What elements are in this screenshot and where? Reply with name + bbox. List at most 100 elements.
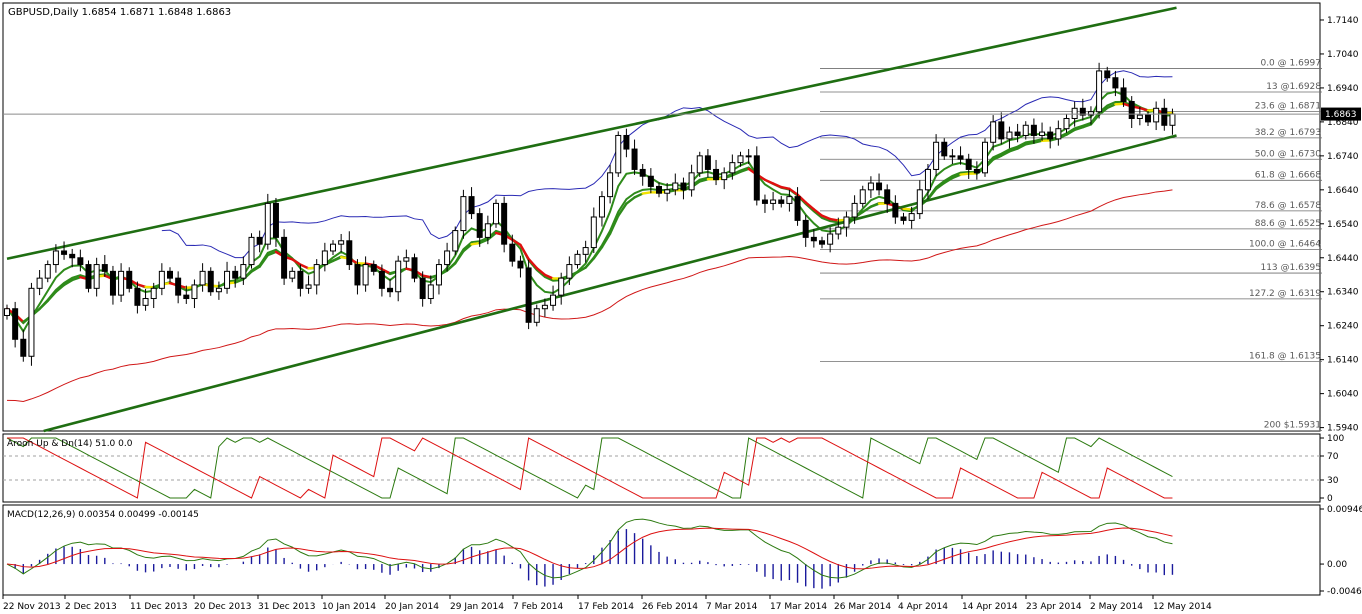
candle-body (582, 247, 589, 255)
candle-body (370, 264, 377, 272)
fibonacci-label: 200 $1.5931 (1264, 421, 1321, 431)
fibonacci-label: 161.8 @ 1.6135 (1249, 351, 1321, 361)
aroon-down-line (7, 437, 1173, 499)
candle-body (387, 287, 394, 293)
step-line-segment (511, 238, 522, 247)
candle-body (167, 270, 173, 279)
time-tick-label: 22 Nov 2013 (3, 602, 61, 612)
step-line-segment (739, 167, 750, 173)
fibonacci-label: 78.6 @ 1.6578 (1255, 201, 1322, 211)
candle-body (753, 155, 760, 201)
candle-body (1039, 131, 1046, 136)
candle-body (419, 277, 426, 300)
candle-body (452, 230, 459, 252)
step-line-segment (902, 207, 913, 211)
candle-body (884, 189, 891, 204)
candle-body (590, 216, 597, 249)
candle-body (297, 270, 304, 289)
candle-body (183, 294, 190, 300)
macd-signal-line (6, 527, 1173, 570)
time-tick-label: 4 Apr 2014 (898, 602, 948, 612)
aroon-panel-frame (2, 433, 1321, 503)
candle-body (150, 287, 157, 300)
candle-body (982, 141, 988, 174)
macd-tick-label: 0.00 (1327, 560, 1347, 570)
candle-body (256, 236, 263, 245)
step-line-segment (812, 208, 824, 217)
step-line-segment (731, 170, 742, 177)
candle-body (36, 277, 43, 289)
candle-body (794, 196, 801, 221)
candle-body (664, 189, 671, 194)
aroon-panel: Aroon Up & Dn(14) 51.0 0.0 100 70 30 0 (2, 433, 1344, 504)
step-line-segment (136, 283, 147, 289)
candle-body (85, 264, 92, 289)
candle-body (378, 270, 385, 289)
candle-body (484, 223, 491, 238)
step-line-segment (543, 273, 555, 280)
time-tick-label: 2 May 2014 (1090, 602, 1143, 612)
candle-body (810, 236, 817, 242)
candle-body (721, 172, 728, 181)
candle-body (973, 168, 980, 174)
step-line-segment (592, 245, 604, 260)
step-line-segment (421, 274, 432, 279)
step-line-segment (1114, 102, 1125, 106)
step-line-segment (454, 249, 465, 265)
candle-body (1096, 70, 1103, 113)
step-line-segment (991, 154, 1003, 161)
channel-line (43, 134, 1177, 433)
candle-body (313, 264, 320, 286)
candle-body (101, 264, 108, 272)
candle-body (264, 202, 271, 245)
step-line-segment (331, 256, 343, 263)
candle-body (876, 182, 883, 191)
time-tick-label: 11 Dec 2013 (130, 602, 188, 612)
candle-body (175, 277, 182, 296)
price-tick-label: 1.5940 (1327, 424, 1359, 434)
candle-body (305, 284, 312, 289)
time-tick-label: 23 Apr 2014 (1026, 602, 1082, 612)
fibonacci-label: 88.6 @ 1.6525 (1255, 219, 1321, 229)
step-line-segment (1000, 150, 1011, 157)
channel-line (6, 6, 1177, 261)
candle-body (998, 121, 1005, 140)
step-line-segment (527, 257, 538, 270)
step-line-segment (291, 258, 302, 266)
aroon-lines (6, 437, 1173, 499)
candle-body (118, 270, 125, 296)
candle-body (1030, 124, 1037, 136)
step-line-segment (600, 232, 612, 249)
candle-body (688, 172, 695, 191)
macd-panel-frame (2, 504, 1321, 596)
step-line-segment (796, 193, 807, 204)
candle-body (541, 304, 548, 310)
candle-body (191, 284, 198, 300)
channel-lines (6, 6, 1177, 433)
candle-body (949, 155, 956, 158)
time-tick-label: 26 Mar 2014 (834, 602, 891, 612)
step-line-segment (380, 268, 392, 275)
time-tick-label: 2 Dec 2013 (65, 602, 117, 612)
candle-body (4, 308, 10, 317)
aroon-title: Aroon Up & Dn(14) 51.0 0.0 (7, 439, 133, 449)
fibonacci-label: 100.0 @ 1.6464 (1249, 240, 1321, 250)
macd-title: MACD(12,26,9) 0.00354 0.00499 -0.00145 (7, 510, 199, 520)
step-line-segment (828, 217, 840, 222)
step-line-segment (1008, 147, 1019, 153)
candle-body (843, 216, 850, 228)
candle-body (1079, 107, 1086, 116)
price-tick-label: 1.6140 (1327, 356, 1359, 366)
macd-axis: 0.00946 0.00 -0.0046 (1320, 505, 1362, 597)
candle-body (509, 243, 516, 262)
price-tick-label: 1.6440 (1327, 254, 1359, 264)
candle-body (427, 284, 434, 300)
candle-body (142, 298, 149, 306)
step-line-segment (1138, 106, 1150, 112)
step-line-segment (617, 202, 628, 217)
candle-body (908, 213, 915, 221)
time-tick-label: 29 Jan 2014 (450, 602, 504, 612)
candle-body (623, 134, 630, 150)
price-tag (1321, 107, 1361, 121)
